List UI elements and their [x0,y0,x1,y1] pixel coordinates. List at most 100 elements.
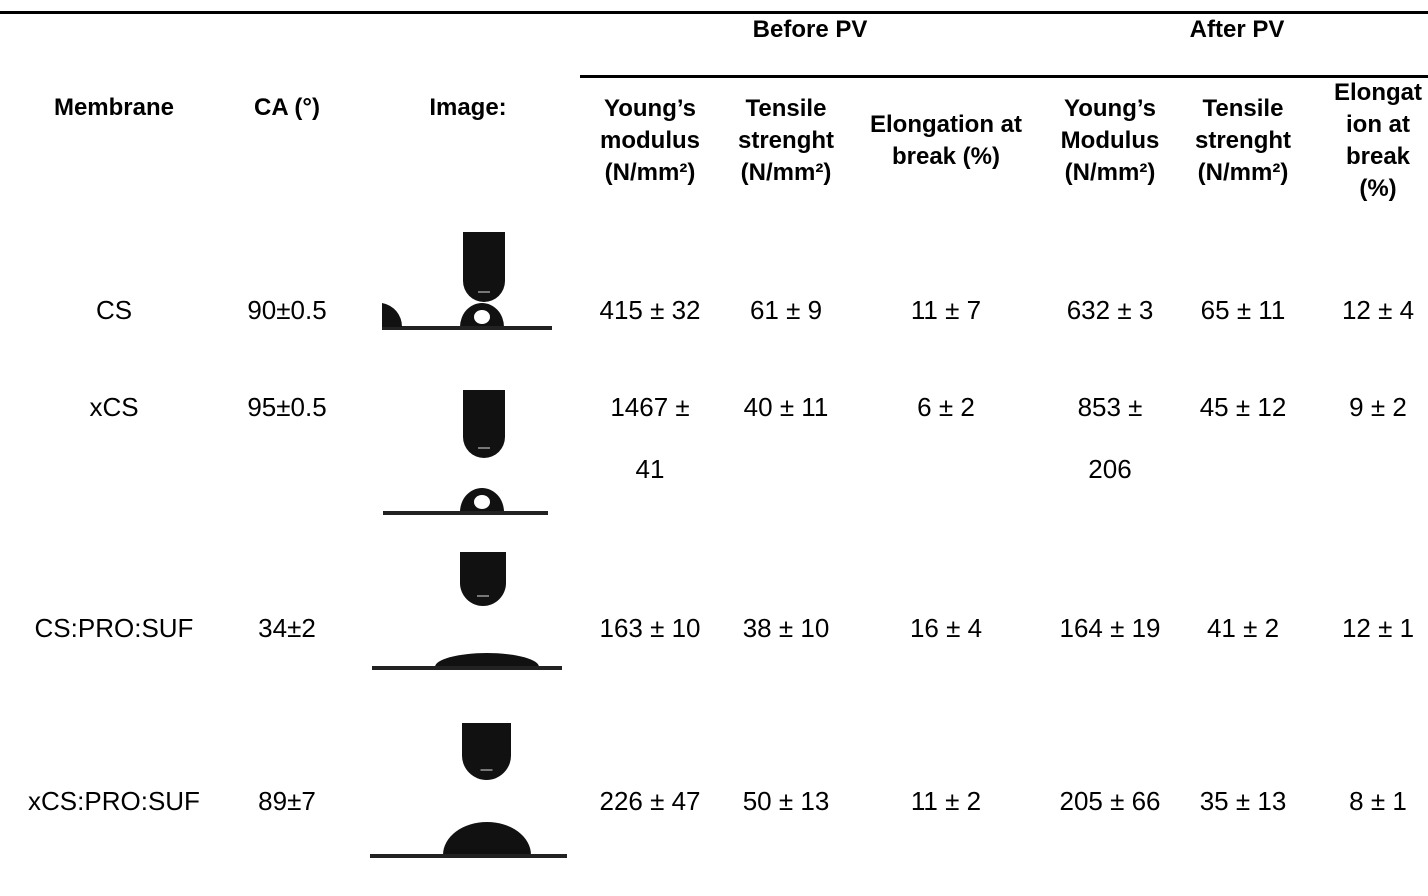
table-cell: 853 ± 206 [1054,376,1166,500]
table-cell: 61 ± 9 [731,279,841,341]
table-cell: 164 ± 19 [1054,597,1166,659]
table-cell: 632 ± 3 [1054,279,1166,341]
table-cell-text: 35 ± 13 [1199,786,1287,816]
table-cell-text: 89±7 [258,786,316,816]
needle [463,232,505,302]
table-cell-text: 12 ± 4 [1341,295,1415,325]
table-cell: 89±7 [232,770,342,832]
table-cell-text: 853 ± 206 [1077,392,1143,484]
table-cell: 45 ± 12 [1188,376,1298,438]
table-cell-text: 38 ± 10 [742,613,830,643]
table-cell-text: 9 ± 2 [1349,392,1407,422]
column-header-text: Young’s Modulus (N/mm²) [1060,95,1160,186]
table-cell-text: 632 ± 3 [1066,295,1154,325]
column-header-text: Tensile strenght (N/mm²) [738,95,834,186]
table-cell-text: 61 ± 9 [749,295,823,325]
table-cell: 11 ± 7 [859,279,1034,341]
table-cell-text: 40 ± 11 [743,392,829,422]
surface [372,666,562,670]
table-cell-text: 226 ± 47 [599,786,701,816]
table-cell: 35 ± 13 [1188,770,1298,832]
table-cell: 95±0.5 [232,376,342,438]
needle [460,552,506,606]
column-header-text: Elongation at break (%) [1334,79,1422,202]
table-cell: xCS [14,376,214,438]
group-header-text: After PV [1189,16,1285,43]
surface [382,326,552,330]
table-cell: CS [14,279,214,341]
surface [383,511,548,515]
table-cell: 6 ± 2 [859,376,1034,438]
droplet [443,822,531,855]
table-cell: 205 ± 66 [1054,770,1166,832]
droplet-highlight [474,310,490,324]
table-cell-text: 8 ± 1 [1349,786,1407,816]
table-cell-text: 11 ± 7 [910,295,982,325]
table-cell: 12 ± 4 [1332,279,1424,341]
column-header-text: Image: [429,94,507,121]
table-cell-text: xCS:PRO:SUF [28,786,200,816]
table-cell-text: 12 ± 1 [1341,613,1415,643]
table-cell-text: 163 ± 10 [599,613,701,643]
table-cell: 8 ± 1 [1332,770,1424,832]
table-cell: 41 ± 2 [1188,597,1298,659]
column-header-text: Tensile strenght (N/mm²) [1195,95,1291,186]
table-cell-text: 164 ± 19 [1059,613,1161,643]
table-cell: 415 ± 32 [594,279,706,341]
table-cell-text: 415 ± 32 [599,295,701,325]
table-cell-text: xCS [89,392,139,422]
column-header-text: Elongation at break (%) [870,111,1022,170]
column-header: Young’s modulus (N/mm²) [594,76,706,206]
column-header: Elongation at break (%) [1332,76,1424,206]
top-rule [0,11,1428,14]
table-cell-text: 90±0.5 [247,295,327,325]
column-header: Tensile strenght (N/mm²) [731,76,841,206]
column-header: Elongation at break (%) [859,76,1034,206]
table-cell: 40 ± 11 [731,376,841,438]
column-header-text: Membrane [53,94,175,121]
needle [463,390,505,458]
needle [462,723,511,780]
table-cell: 50 ± 13 [731,770,841,832]
table-cell-text: 95±0.5 [247,392,327,422]
table-cell-text: 1467 ± 41 [610,392,690,484]
table-cell: xCS:PRO:SUF [14,770,214,832]
table-cell-text: 205 ± 66 [1059,786,1161,816]
group-header-text: Before PV [752,16,868,43]
table-cell: 11 ± 2 [859,770,1034,832]
column-header: Tensile strenght (N/mm²) [1188,76,1298,206]
table-cell: 12 ± 1 [1332,597,1424,659]
table-cell-text: 16 ± 4 [909,613,983,643]
table-cell: 9 ± 2 [1332,376,1424,438]
group-header: Before PV [740,14,880,46]
table-cell-text: 34±2 [258,613,316,643]
column-header: Young’s Modulus (N/mm²) [1054,76,1166,206]
column-header: Image: [403,92,533,124]
surface [370,854,567,858]
group-rule [580,75,1428,78]
table-cell: CS:PRO:SUF [14,597,214,659]
table-cell-text: 45 ± 12 [1199,392,1287,422]
column-header-text: CA (°) [253,94,321,121]
table-cell: 65 ± 11 [1188,279,1298,341]
column-header: CA (°) [232,92,342,124]
droplet-highlight [474,495,490,509]
column-header: Membrane [14,92,214,124]
table-cell-text: 65 ± 11 [1200,295,1286,325]
table-cell: 226 ± 47 [594,770,706,832]
droplet [435,653,539,667]
table-cell-text: 11 ± 2 [910,786,982,816]
table-cell: 163 ± 10 [594,597,706,659]
table-cell-text: CS [95,295,133,325]
table-cell: 34±2 [232,597,342,659]
table-cell: 38 ± 10 [731,597,841,659]
column-header-text: Young’s modulus (N/mm²) [600,95,700,186]
edge-droplet [382,303,403,327]
table-cell: 1467 ± 41 [594,376,706,500]
table-cell-text: 50 ± 13 [742,786,830,816]
table-cell-text: 6 ± 2 [917,392,975,422]
table-cell-text: CS:PRO:SUF [34,613,194,643]
group-header: After PV [1170,14,1304,46]
